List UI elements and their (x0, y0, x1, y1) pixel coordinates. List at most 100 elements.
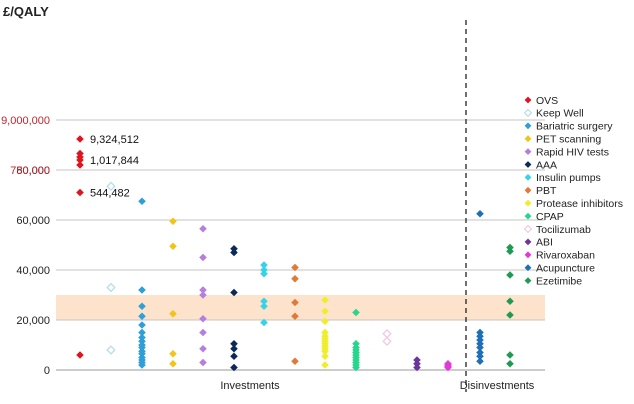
data-point (169, 309, 177, 318)
legend-entry: CPAP (536, 211, 564, 223)
data-point (76, 135, 84, 143)
y-tick-label: 0 (44, 365, 50, 377)
data-point (291, 357, 299, 366)
data-point (476, 357, 484, 366)
data-point (321, 317, 329, 326)
legend-marker (524, 199, 532, 207)
data-point (476, 343, 484, 352)
data-point (291, 312, 299, 321)
data-point (230, 352, 238, 361)
data-point (138, 312, 146, 321)
data-point (199, 286, 207, 294)
legend-entry: Insulin pumps (536, 172, 601, 184)
data-point (169, 349, 177, 358)
data-point (138, 286, 146, 294)
legend-entry: AAA (536, 159, 557, 171)
data-point (199, 224, 207, 233)
data-point (321, 352, 329, 361)
legend-marker (523, 224, 533, 234)
data-point (76, 351, 84, 359)
data-point (199, 253, 207, 262)
x-group-label: Disinvestments (460, 380, 535, 392)
data-point (260, 318, 268, 327)
data-point (382, 336, 392, 346)
legend-entry: OVS (536, 95, 558, 107)
data-point (291, 298, 299, 307)
data-point (199, 358, 207, 367)
data-point (260, 297, 268, 306)
threshold-band (56, 295, 545, 320)
legend-marker (523, 108, 533, 118)
y-tick-label: 20,000 (16, 315, 50, 327)
data-point (506, 359, 514, 368)
data-point (230, 339, 238, 348)
legend-entry: Keep Well (536, 108, 584, 120)
data-point (199, 291, 207, 299)
data-point (321, 307, 329, 316)
data-point (444, 363, 452, 372)
y-tick-label: 60,000 (16, 215, 50, 227)
legend-marker (524, 277, 532, 284)
data-point (382, 329, 392, 339)
data-point (199, 344, 207, 353)
data-point (260, 302, 268, 311)
data-point (169, 242, 177, 251)
legend-marker (524, 264, 532, 272)
data-point (230, 363, 238, 372)
data-point (352, 308, 360, 317)
legend-marker (524, 238, 532, 246)
data-point (138, 197, 146, 206)
legend-entry: Rivaroxaban (536, 250, 595, 262)
legend-entry: Bariatric surgery (536, 121, 613, 133)
data-point (169, 217, 177, 226)
data-point (106, 181, 116, 191)
data-point (413, 363, 421, 372)
data-point (230, 288, 238, 297)
data-point (476, 209, 484, 218)
legend-marker (524, 122, 532, 130)
legend-marker (524, 161, 532, 168)
legend-marker (524, 251, 532, 259)
data-point (230, 248, 238, 257)
legend-marker (524, 186, 532, 194)
legend-marker (524, 135, 532, 143)
y-axis-title: £/QALY (3, 4, 49, 19)
legend-marker (524, 148, 532, 155)
legend-entry: PET scanning (536, 134, 601, 146)
legend-entry: Protease inhibitors (536, 198, 623, 210)
x-group-label: Investments (220, 380, 280, 392)
legend-entry: Ezetimibe (536, 275, 582, 287)
legend-entry: Rapid HIV tests (536, 146, 609, 158)
value-annotation: 544,482 (90, 188, 130, 200)
data-point (138, 302, 146, 311)
y-tick-label: 750,000 (10, 165, 50, 177)
legend-marker (524, 212, 532, 220)
data-point (260, 261, 268, 269)
data-point (260, 269, 268, 278)
legend-entry: ABI (536, 237, 553, 249)
data-point (321, 347, 329, 356)
data-point (321, 296, 329, 304)
data-point (506, 271, 514, 279)
data-point (106, 345, 116, 355)
data-points (76, 135, 514, 372)
data-point (476, 352, 484, 361)
y-tick-label: 80,000 (16, 165, 50, 177)
data-point (169, 359, 177, 368)
threshold-band-layer (56, 295, 545, 320)
data-point (506, 297, 514, 306)
data-point (352, 363, 360, 372)
data-point (199, 314, 207, 323)
data-point (106, 282, 116, 293)
data-point (506, 311, 514, 319)
value-annotations: 9,324,512 1,017,844 544,482 (90, 134, 139, 200)
y-tick-label: 40,000 (16, 265, 50, 277)
data-point (138, 321, 146, 329)
data-point (506, 247, 514, 256)
value-annotation: 9,324,512 (90, 134, 139, 146)
gridlines (56, 119, 545, 371)
data-point (321, 361, 329, 369)
data-point (506, 351, 514, 359)
